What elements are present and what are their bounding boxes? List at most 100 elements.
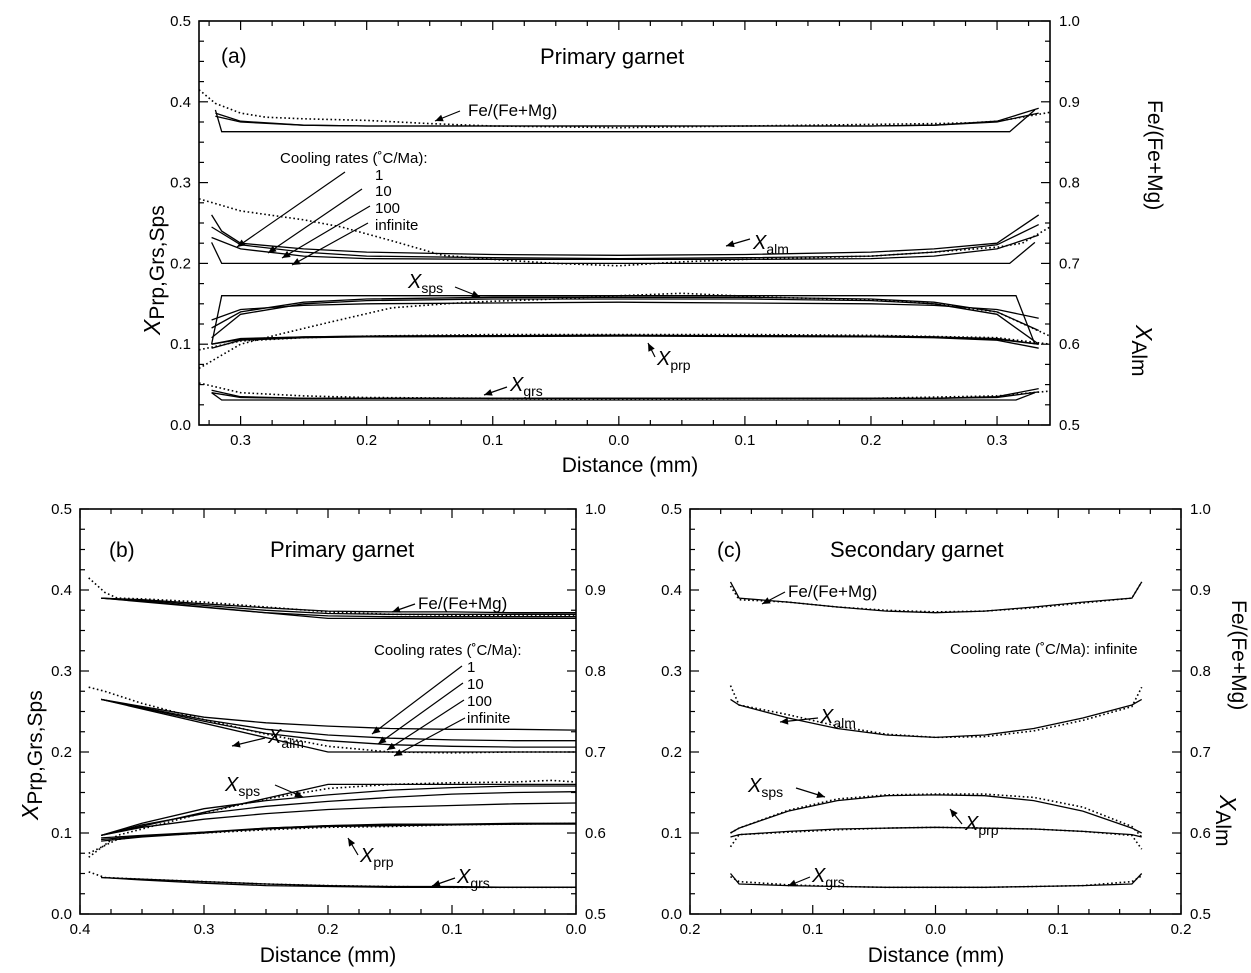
series-sps-solid-line: [211, 301, 1039, 321]
y-right-tick-label: 0.9: [1190, 582, 1211, 599]
annotation-arrowhead: [372, 726, 381, 734]
y-right-tick-label: 0.7: [585, 744, 606, 761]
cooling-rate-100: 100: [467, 693, 492, 710]
label-x-alm: Xalm: [819, 706, 856, 731]
series-layer: [198, 89, 1051, 401]
y-right-tick-label: 1.0: [1190, 501, 1211, 518]
annotation-arrow-line: [377, 682, 464, 745]
x-tick-label: 0.1: [1048, 921, 1069, 938]
series-prp-solid-line: [211, 334, 1039, 345]
x-tick-label: 0.2: [1171, 921, 1192, 938]
x-tick-label: 0.1: [482, 432, 503, 449]
label-fe-mg: Fe/(Fe+Mg): [788, 582, 877, 601]
annotation-arrow-line: [393, 717, 466, 757]
panel-title: Primary garnet: [270, 537, 414, 562]
series-grs-solid-line: [211, 387, 1039, 399]
y-left-tick-label: 0.3: [661, 663, 682, 680]
annotation-arrowhead: [435, 114, 444, 122]
y-left-tick-label: 0.5: [51, 501, 72, 518]
panel-b: 0.4 0.3 0.2 0.1 0.0 0.0 0.1 0.2 0.3 0.4 0.5 0.5 0.6 0…: [17, 501, 606, 967]
series-sps-dotted-line: [730, 793, 1143, 838]
annotation-arrowhead: [232, 740, 241, 748]
cooling-rate-1: 1: [375, 167, 383, 184]
annotation-arrowhead: [780, 717, 789, 725]
x-tick-label: 0.4: [70, 921, 91, 938]
right-axis-title-alm: XAlm: [1211, 794, 1241, 847]
series-alm-solid-line: [211, 241, 1036, 265]
annotation-arrowhead: [392, 606, 401, 613]
left-axis-title: XPrp,Grs,Sps: [139, 205, 169, 336]
panel-a: 0.3 0.2 0.1 0.0 0.1 0.2 0.3 0.0 0.1 0.2 0.3 0.4 0.5 0…: [139, 13, 1166, 477]
series-layer: [88, 577, 577, 889]
x-tick-label: 0.3: [230, 432, 251, 449]
annotation-arrow-line: [386, 699, 465, 751]
x-tick-label: 0.0: [925, 921, 946, 938]
series-fe-solid-line: [101, 597, 576, 620]
x-tick-label: 0.2: [356, 432, 377, 449]
series-grs-solid-line: [101, 876, 576, 888]
x-tick-label: 0.0: [608, 432, 629, 449]
panel-title: Primary garnet: [540, 44, 684, 69]
series-sps-solid-line: [100, 783, 576, 837]
cooling-rate-10: 10: [375, 183, 392, 200]
annotation-arrowhead: [484, 389, 493, 396]
y-left-tick-label: 0.0: [51, 906, 72, 923]
series-sps-solid-line: [210, 295, 1036, 345]
series-layer: [729, 581, 1143, 889]
panel-label: (a): [221, 45, 247, 68]
y-right-tick-label: 0.5: [1190, 906, 1211, 923]
right-axis-title-alm: XAlm: [1127, 324, 1157, 377]
label-fe-mg: Fe/(Fe+Mg): [418, 594, 507, 613]
series-fe-dotted-line: [88, 577, 576, 617]
y-left-tick-label: 0.0: [661, 906, 682, 923]
annotation-arrowhead: [348, 838, 356, 847]
series-fe-solid-line: [101, 597, 576, 615]
annotation-arrows: [761, 591, 963, 887]
series-fe-solid-line: [101, 597, 576, 614]
series-grs-solid-line: [211, 391, 1039, 399]
y-right-tick-label: 0.8: [585, 663, 606, 680]
annotation-arrowhead: [292, 258, 301, 265]
y-right-tick-label: 0.5: [1059, 417, 1080, 434]
label-x-sps: Xsps: [224, 774, 260, 799]
y-left-tick-label: 0.1: [661, 825, 682, 842]
series-prp-solid-line: [211, 335, 1039, 349]
y-left-tick-label: 0.1: [170, 336, 191, 353]
label-x-prp: Xprp: [964, 813, 999, 838]
x-axis-title: Distance (mm): [562, 454, 699, 477]
y-left-tick-label: 0.1: [51, 825, 72, 842]
left-axis-title: XPrp,Grs,Sps: [17, 690, 47, 821]
series-alm-solid-line: [100, 698, 576, 753]
annotation-arrowhead: [394, 749, 403, 756]
label-x-grs: Xgrs: [509, 374, 543, 399]
x-tick-label: 0.2: [680, 921, 701, 938]
annotation-arrowhead: [387, 742, 396, 750]
annotation-arrowhead: [726, 240, 735, 248]
y-left-tick-label: 0.4: [51, 582, 72, 599]
annotation-arrow-line: [291, 222, 369, 266]
panel-label: (b): [109, 539, 135, 562]
series-sps-solid-line: [100, 802, 577, 837]
y-right-tick-label: 0.5: [585, 906, 606, 923]
annotation-arrow-line: [371, 665, 463, 735]
annotation-arrowhead: [816, 791, 825, 798]
series-alm-solid-line: [100, 698, 576, 742]
annotation-arrows: [231, 603, 466, 887]
series-sps-solid-line: [211, 296, 1039, 332]
plot-frame: [198, 20, 1051, 426]
label-x-sps: Xsps: [407, 271, 443, 296]
x-tick-label: 0.3: [194, 921, 215, 938]
annotation-arrow-line: [267, 188, 363, 254]
series-alm-solid-line: [211, 214, 1040, 256]
y-right-tick-label: 1.0: [585, 501, 606, 518]
series-prp-solid-line: [101, 822, 576, 842]
annotation-arrowhead: [762, 597, 771, 604]
annotation-arrow-line: [236, 171, 346, 248]
cooling-rate-infinite: infinite: [375, 217, 418, 234]
y-right-tick-label: 0.8: [1059, 175, 1080, 192]
x-tick-label: 0.1: [734, 432, 755, 449]
y-left-tick-label: 0.4: [170, 94, 191, 111]
x-axis-title: Distance (mm): [868, 944, 1005, 967]
y-right-tick-label: 0.6: [585, 825, 606, 842]
